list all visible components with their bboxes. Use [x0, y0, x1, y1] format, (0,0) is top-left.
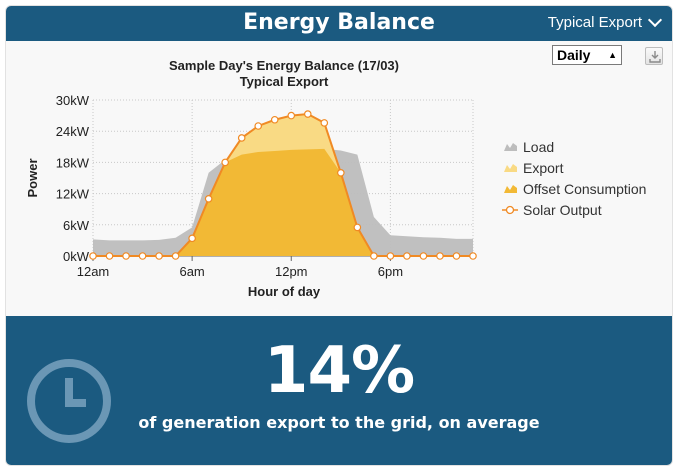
y-tick-label: 24kW	[56, 124, 90, 139]
solar-point	[320, 119, 329, 127]
solar-point	[138, 252, 147, 260]
summary-panel: 14% of generation export to the grid, on…	[6, 316, 672, 465]
y-axis-label: Power	[25, 158, 40, 197]
legend-swatch	[504, 164, 517, 172]
profile-selector[interactable]: Typical Export	[547, 12, 663, 31]
chart-title: Sample Day's Energy Balance (17/03)	[169, 58, 399, 73]
legend-label: Export	[523, 160, 564, 176]
solar-point	[337, 169, 345, 177]
solar-point	[237, 134, 246, 142]
y-tick-label: 18kW	[56, 155, 90, 170]
solar-point	[105, 252, 114, 260]
solar-point	[419, 252, 428, 260]
x-tick-label: 12am	[77, 264, 110, 279]
clock-icon	[24, 356, 114, 451]
solar-point	[403, 252, 411, 260]
download-icon	[649, 51, 661, 63]
y-tick-label: 6kW	[63, 218, 90, 233]
energy-balance-chart: Sample Day's Energy Balance (17/03) Typi…	[25, 58, 646, 299]
solar-point	[452, 252, 461, 260]
y-tick-label: 30kW	[56, 93, 90, 108]
solar-point	[303, 110, 312, 118]
solar-point	[188, 234, 196, 243]
x-axis-label: Hour of day	[248, 284, 321, 299]
solar-point	[89, 252, 97, 260]
x-tick-label: 12pm	[275, 264, 308, 279]
solar-point	[254, 122, 263, 130]
download-button[interactable]	[645, 47, 663, 65]
solar-point	[386, 252, 395, 260]
solar-point	[270, 115, 279, 124]
chart-subtitle: Typical Export	[240, 74, 329, 89]
solar-point	[122, 252, 130, 260]
summary-caption: of generation export to the grid, on ave…	[138, 413, 540, 432]
solar-point	[469, 252, 477, 260]
period-select-value: Daily	[557, 47, 591, 63]
export-percentage: 14%	[263, 334, 415, 408]
series-offset-area	[93, 148, 473, 256]
solar-point	[436, 252, 444, 260]
legend-label: Solar Output	[523, 202, 602, 218]
solar-point	[155, 252, 163, 260]
solar-point	[370, 252, 378, 260]
y-tick-label: 0kW	[63, 249, 90, 264]
card-header: Energy Balance Typical Export	[6, 6, 672, 41]
solar-point	[353, 223, 362, 232]
solar-point	[221, 158, 229, 167]
solar-point	[287, 111, 296, 120]
legend-label: Offset Consumption	[523, 181, 646, 197]
card-title: Energy Balance	[243, 10, 435, 35]
select-arrow-icon: ▲	[608, 50, 617, 60]
legend-label: Load	[523, 139, 554, 155]
energy-balance-card: Energy Balance Typical Export Sample Day…	[5, 5, 673, 466]
legend-swatch	[504, 185, 517, 193]
profile-selector-label: Typical Export	[547, 14, 642, 31]
solar-point	[204, 195, 213, 203]
solar-point	[171, 252, 180, 260]
x-tick-label: 6am	[179, 264, 204, 279]
y-tick-label: 12kW	[56, 187, 90, 202]
period-select[interactable]: Daily ▲	[552, 45, 622, 65]
legend-marker	[505, 205, 515, 215]
legend-swatch	[504, 143, 517, 151]
chart-legend: Load Export Offset Consumption Solar Output	[502, 139, 646, 218]
x-tick-label: 6pm	[378, 264, 403, 279]
